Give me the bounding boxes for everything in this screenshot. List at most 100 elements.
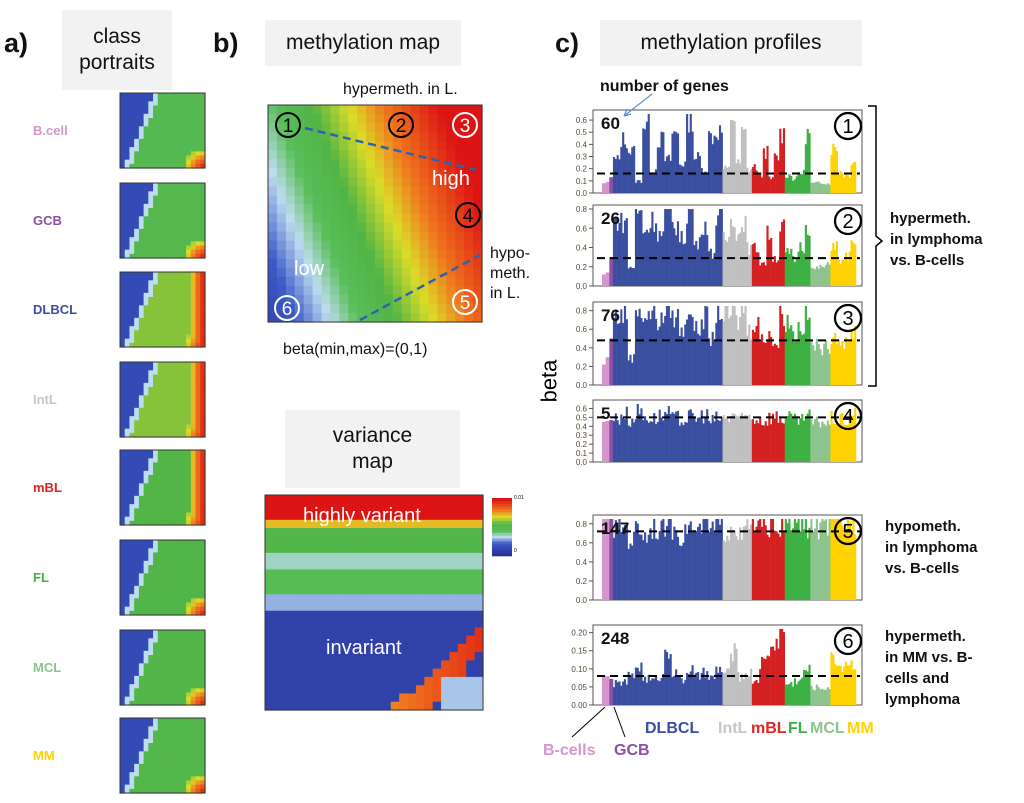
heatmap-cell (120, 738, 126, 744)
heatmap-cell (143, 334, 149, 340)
heatmap-cell (303, 177, 314, 187)
heatmap-cell (153, 122, 159, 127)
heatmap-cell (419, 303, 430, 314)
heatmap-cell (290, 544, 300, 554)
heatmap-cell (153, 602, 159, 608)
heatmap-cell (186, 241, 192, 247)
heatmap-cell (323, 668, 333, 678)
heatmap-cell (473, 258, 483, 269)
heatmap-cell (339, 285, 349, 296)
heatmap-cell (285, 231, 296, 242)
bar-dlbcl (715, 225, 718, 286)
heatmap-cell (124, 466, 131, 472)
heatmap-cell (157, 428, 164, 434)
heatmap-cell (120, 105, 126, 111)
heatmap-cell (176, 424, 182, 430)
heatmap-cell (383, 222, 394, 233)
heatmap-cell (120, 326, 126, 331)
heatmap-cell (171, 470, 178, 476)
bar-mm (841, 340, 844, 385)
bar-dlbcl (634, 310, 638, 385)
heatmap-cell (195, 292, 201, 298)
heatmap-cell (306, 701, 316, 711)
heatmap-cell (153, 590, 159, 595)
heatmap-cell (162, 450, 168, 455)
heatmap-cell (167, 420, 173, 426)
bar-dlbcl (640, 183, 643, 193)
heatmap-cell (424, 528, 434, 537)
heatmap-cell (474, 701, 484, 711)
heatmap-cell (143, 610, 149, 616)
heatmap-cell (157, 288, 164, 294)
heatmap-cell (200, 317, 206, 323)
heatmap-cell (153, 191, 159, 197)
heatmap-cell (200, 416, 206, 421)
bar-mbl (777, 648, 780, 705)
heatmap-cell (315, 701, 325, 711)
bar-dlbcl (623, 524, 627, 600)
heatmap-cell (181, 780, 187, 786)
heatmap-cell (176, 297, 182, 302)
heatmap-cell (148, 317, 154, 323)
heatmap-cell (330, 177, 340, 187)
heatmap-cell (181, 272, 187, 277)
heatmap-cell (176, 151, 182, 157)
heatmap-cell (195, 399, 201, 405)
heatmap-cell (162, 688, 168, 694)
bar-mm (834, 423, 837, 462)
bar-mcl (821, 421, 824, 462)
heatmap-cell (171, 520, 178, 526)
heatmap-cell (285, 222, 296, 233)
heatmap-cell (432, 511, 442, 521)
heatmap-cell (138, 126, 145, 132)
bar-mm (848, 412, 851, 462)
heatmap-cell (153, 228, 159, 234)
heatmap-cell (120, 280, 126, 286)
heatmap-cell (171, 454, 178, 459)
heatmap-cell (181, 585, 187, 591)
heatmap-cell (143, 650, 149, 656)
heatmap-cell (134, 338, 140, 344)
bar-dlbcl (656, 330, 659, 385)
heatmap-cell (148, 224, 154, 230)
heatmap-cell (134, 598, 140, 604)
heatmap-cell (464, 312, 474, 323)
heatmap-cell (134, 403, 140, 409)
hyper-boundary-line (304, 126, 477, 172)
heatmap-cell (285, 276, 296, 287)
heatmap-cell (129, 208, 135, 213)
bar-dlbcl (702, 329, 705, 385)
heatmap-cell (167, 560, 173, 566)
heatmap-cell (375, 159, 385, 169)
heatmap-cell (124, 237, 131, 242)
heatmap-cell (200, 322, 206, 327)
bar-mbl (768, 176, 771, 193)
heatmap-cell (120, 253, 126, 259)
heatmap-cell (195, 479, 201, 484)
heatmap-cell (457, 528, 467, 537)
heatmap-cell (186, 738, 192, 744)
heatmap-cell (449, 693, 459, 703)
heatmap-cell (415, 552, 425, 562)
bar-mcl (823, 423, 826, 462)
heatmap-cell (134, 556, 140, 562)
bar-dlbcl (631, 362, 634, 385)
heatmap-cell (464, 159, 474, 169)
heatmap-cell (195, 784, 201, 790)
heatmap-cell (200, 280, 206, 286)
heatmap-cell (390, 495, 400, 504)
heatmap-cell (366, 267, 376, 278)
heatmap-cell (190, 233, 197, 238)
heatmap-cell (181, 362, 187, 367)
heatmap-cell (134, 208, 140, 213)
heatmap-cell (200, 208, 206, 213)
panel-b-label: b) (213, 28, 239, 58)
heatmap-cell (441, 660, 451, 670)
bar-mcl (810, 419, 813, 462)
heatmap-cell (124, 93, 131, 98)
heatmap-cell (181, 216, 187, 222)
heatmap-cell (176, 420, 182, 426)
bar-mbl (775, 411, 778, 462)
heatmap-cell (176, 780, 182, 786)
heatmap-cell (276, 294, 287, 305)
